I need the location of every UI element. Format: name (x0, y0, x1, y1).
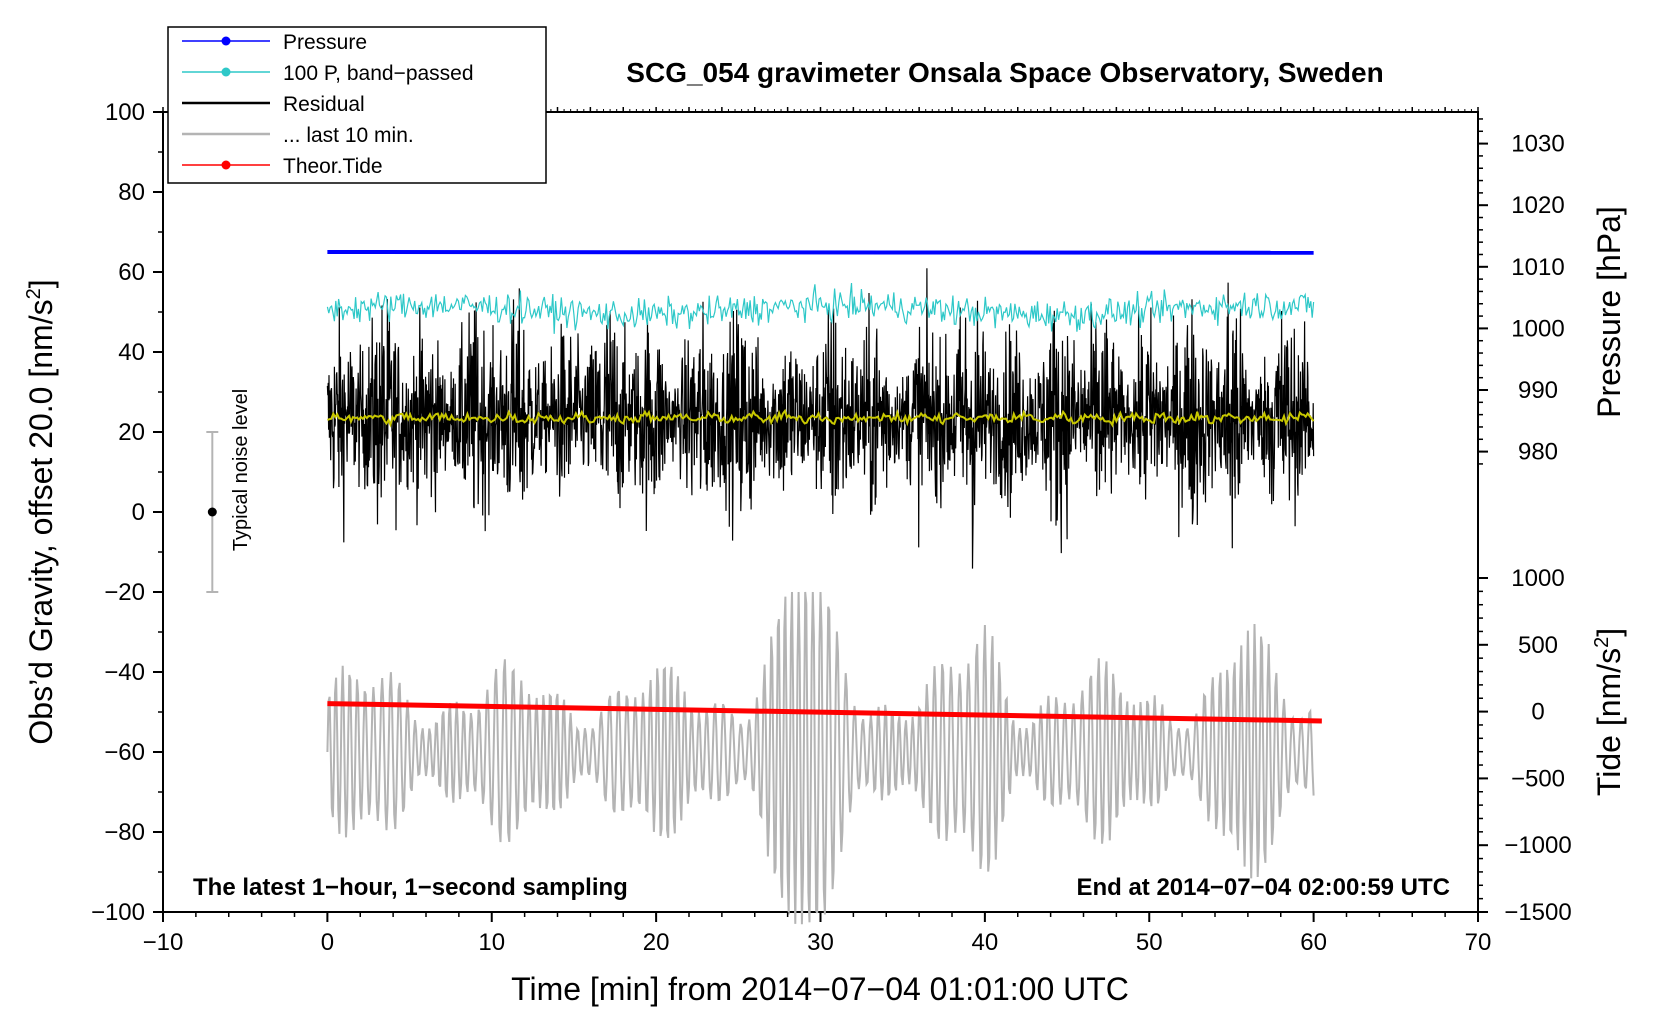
y-axis-title-tide: Tide [nm/s2] (1591, 628, 1627, 796)
y-left-tick-label: 80 (118, 179, 145, 206)
x-tick-label: 40 (972, 929, 999, 956)
legend-marker (221, 160, 231, 170)
legend-marker (221, 67, 231, 77)
y-left-tick-label: 100 (105, 99, 145, 126)
x-tick-label: 30 (807, 929, 834, 956)
legend: Pressure 100 P, band−passed Residual ... la… (167, 26, 547, 184)
y-left-tick-label: −40 (104, 659, 145, 686)
y-axis-title-pressure: Pressure [hPa] (1591, 206, 1627, 418)
noise-bar-dot (207, 507, 217, 517)
tide-tick-label: −1500 (1504, 899, 1571, 926)
legend-label: Pressure (283, 31, 367, 54)
x-tick-label: 50 (1136, 929, 1163, 956)
tide-tick-label: 1000 (1511, 565, 1564, 592)
y-left-tick-label: 60 (118, 259, 145, 286)
legend-label: ... last 10 min. (283, 124, 414, 147)
legend-label: 100 P, band−passed (283, 62, 474, 85)
tide-tick-label: −1000 (1504, 832, 1571, 859)
annotation-sampling: The latest 1−hour, 1−second sampling (193, 874, 628, 901)
pressure-tick-label: 1000 (1511, 315, 1564, 342)
x-tick-label: 70 (1465, 929, 1492, 956)
pressure-tick-label: 990 (1518, 377, 1558, 404)
pressure-tick-label: 980 (1518, 439, 1558, 466)
y-axis-title-left: Obs’d Gravity, offset 20.0 [nm/s2] (23, 279, 59, 744)
x-tick-label: 10 (478, 929, 505, 956)
series-theor-tide (327, 701, 1322, 724)
x-tick-label: −10 (143, 929, 184, 956)
y-left-tick-label: 20 (118, 419, 145, 446)
series-layer (326, 250, 1322, 925)
y-left-tick-label: 40 (118, 339, 145, 366)
annotation-end-time: End at 2014−07−04 02:00:59 UTC (1076, 874, 1450, 901)
series-pressure (327, 250, 1314, 255)
x-tick-label: 60 (1300, 929, 1327, 956)
legend-marker (221, 36, 231, 46)
x-tick-label: 0 (321, 929, 334, 956)
series-last-10-min (326, 591, 1315, 925)
y-left-tick-label: −20 (104, 579, 145, 606)
noise-level-indicator: Typical noise level (206, 389, 252, 593)
tide-tick-label: 500 (1518, 632, 1558, 659)
noise-level-label: Typical noise level (230, 389, 252, 551)
pressure-tick-label: 1030 (1511, 131, 1564, 158)
pressure-tick-label: 1020 (1511, 192, 1564, 219)
y-left-tick-label: −60 (104, 739, 145, 766)
chart-title: SCG_054 gravimeter Onsala Space Observat… (626, 57, 1383, 88)
axes-layer: −10 0 10 20 30 40 50 60 70100806040200−20−40−60−… (91, 99, 1572, 956)
legend-label: Residual (283, 93, 365, 116)
y-left-tick-label: −100 (91, 899, 145, 926)
legend-label: Theor.Tide (283, 155, 383, 178)
tide-tick-label: 0 (1531, 699, 1544, 726)
tide-tick-label: −500 (1511, 765, 1565, 792)
series-residual-mean (327, 408, 1315, 428)
pressure-tick-label: 1010 (1511, 254, 1564, 281)
x-tick-label: 20 (643, 929, 670, 956)
y-left-tick-label: 0 (132, 499, 145, 526)
legend-box (167, 26, 547, 184)
series-band-passed (326, 282, 1315, 334)
x-axis-title: Time [min] from 2014−07−04 01:01:00 UTC (511, 971, 1129, 1007)
y-left-tick-label: −80 (104, 819, 145, 846)
